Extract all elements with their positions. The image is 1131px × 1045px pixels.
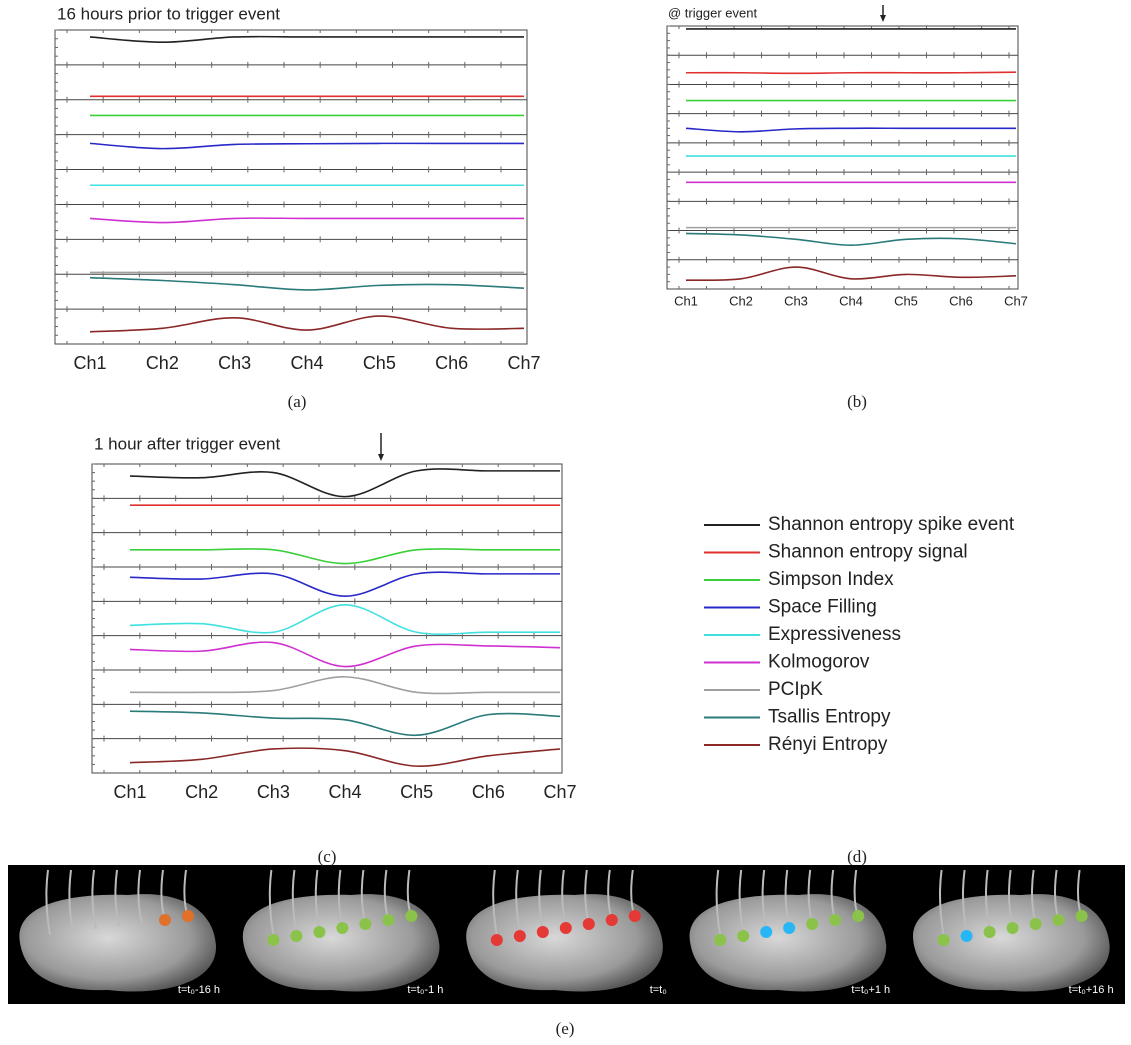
legend-label: Shannon entropy signal (768, 542, 968, 563)
trace (686, 233, 1016, 245)
panel-caption: (e) (556, 1019, 575, 1038)
panel-caption: (b) (847, 392, 867, 411)
trace (130, 572, 560, 596)
figure: 16 hours prior to trigger event (a) Ch1 Ch2… (0, 0, 1131, 1045)
electrode-marker (491, 934, 503, 946)
electrode-marker (829, 914, 841, 926)
trace (130, 549, 560, 564)
legend-label: Rényi Entropy (768, 734, 888, 755)
panel-title: 1 hour after trigger event (94, 434, 280, 453)
trace (130, 469, 560, 497)
legend-label: Shannon entropy spike event (768, 514, 1015, 535)
panel-title: 16 hours prior to trigger event (57, 4, 280, 23)
panel-caption: (c) (318, 847, 337, 866)
electrode-marker (783, 922, 795, 934)
electrode-marker (606, 914, 618, 926)
trace (130, 642, 560, 666)
electrode-marker (537, 926, 549, 938)
x-tick-label: Ch2 (185, 782, 218, 802)
image-label: t=t₀-1 h (407, 984, 443, 996)
electrode-marker (359, 918, 371, 930)
electrode-marker (1030, 918, 1042, 930)
electrode-marker (336, 922, 348, 934)
image-label: t=t₀+16 h (1069, 984, 1114, 996)
plot-frame (55, 30, 527, 344)
electrode-marker (1076, 910, 1088, 922)
electrode-marker (583, 918, 595, 930)
electrode-marker (714, 934, 726, 946)
x-tick-label: Ch4 (290, 353, 323, 373)
image-label: t=t₀ (650, 984, 667, 996)
legend-label: Kolmogorov (768, 652, 870, 673)
x-tick-label: Ch1 (113, 782, 146, 802)
plot-frame (92, 464, 562, 773)
electrode-marker (267, 934, 279, 946)
image-label: t=t₀-16 h (178, 984, 220, 996)
trace (686, 72, 1016, 73)
electrode-marker (182, 910, 194, 922)
electrode-marker (290, 930, 302, 942)
legend-label: Expressiveness (768, 624, 901, 645)
event-arrowhead (880, 15, 886, 22)
electrode-marker (1007, 922, 1019, 934)
x-tick-label: Ch5 (363, 353, 396, 373)
x-tick-label: Ch7 (543, 782, 576, 802)
electrode-marker (382, 914, 394, 926)
trace (90, 37, 524, 43)
legend-label: Space Filling (768, 597, 877, 618)
legend-label: Simpson Index (768, 569, 894, 590)
panel-caption: (d) (847, 847, 867, 866)
x-tick-label: Ch7 (1004, 293, 1028, 308)
trace (130, 605, 560, 635)
legend-label: PCIpK (768, 679, 823, 700)
electrode-marker (1053, 914, 1065, 926)
electrode-marker (737, 930, 749, 942)
x-tick-label: Ch6 (949, 293, 973, 308)
electrode-marker (806, 918, 818, 930)
trace (130, 711, 560, 735)
electrode-marker (984, 926, 996, 938)
image-label: t=t₀+1 h (851, 984, 890, 996)
x-tick-label: Ch6 (472, 782, 505, 802)
plot-frame (667, 26, 1018, 289)
panel-caption: (a) (288, 392, 307, 411)
trace (90, 278, 524, 290)
x-tick-label: Ch4 (328, 782, 361, 802)
x-tick-label: Ch3 (784, 293, 808, 308)
trace (130, 677, 560, 694)
trace (686, 128, 1016, 132)
x-tick-label: Ch4 (839, 293, 863, 308)
legend-label: Tsallis Entropy (768, 707, 891, 728)
x-tick-label: Ch6 (435, 353, 468, 373)
trace (90, 218, 524, 222)
x-tick-label: Ch2 (146, 353, 179, 373)
x-tick-label: Ch3 (257, 782, 290, 802)
electrode-marker (313, 926, 325, 938)
trace (90, 316, 524, 332)
electrode-marker (629, 910, 641, 922)
electrode-marker (560, 922, 572, 934)
panel-title: @ trigger event (668, 5, 757, 20)
electrode-marker (852, 910, 864, 922)
event-arrowhead (378, 454, 384, 461)
x-tick-label: Ch5 (400, 782, 433, 802)
electrode-marker (405, 910, 417, 922)
trace (130, 748, 560, 766)
x-tick-label: Ch2 (729, 293, 753, 308)
electrode-marker (159, 914, 171, 926)
x-tick-label: Ch3 (218, 353, 251, 373)
x-tick-label: Ch1 (73, 353, 106, 373)
electrode-marker (961, 930, 973, 942)
trace (90, 143, 524, 148)
electrode-marker (514, 930, 526, 942)
x-tick-label: Ch5 (894, 293, 918, 308)
electrode-marker (938, 934, 950, 946)
x-tick-label: Ch1 (674, 293, 698, 308)
trace (686, 267, 1016, 280)
electrode-marker (760, 926, 772, 938)
x-tick-label: Ch7 (507, 353, 540, 373)
